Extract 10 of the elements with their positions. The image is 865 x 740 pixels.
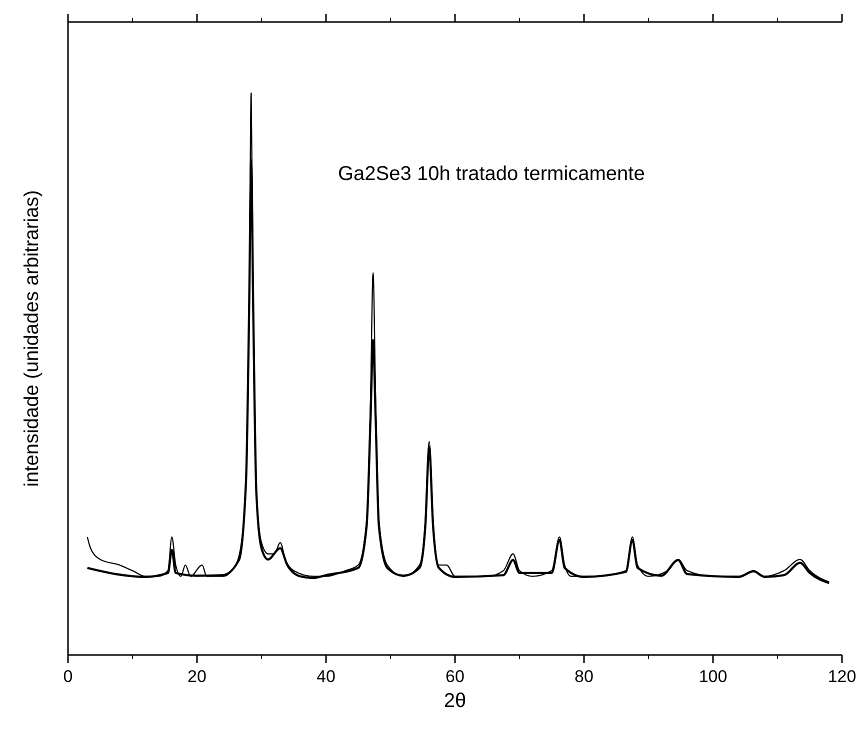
- x-axis-title: 2θ: [444, 690, 466, 712]
- x-tick-label: 0: [63, 667, 73, 686]
- x-tick-label: 80: [574, 667, 594, 686]
- x-tick-label: 120: [828, 667, 856, 686]
- x-tick-label: 20: [188, 667, 206, 686]
- y-axis-title: intensidade (unidades arbitrarias): [21, 190, 43, 487]
- annotation: Ga2Se3 10h tratado termicamente: [338, 163, 645, 185]
- x-tick-label: 60: [446, 667, 464, 686]
- x-tick-label: 40: [316, 667, 336, 686]
- x-tick-label: 100: [698, 667, 728, 686]
